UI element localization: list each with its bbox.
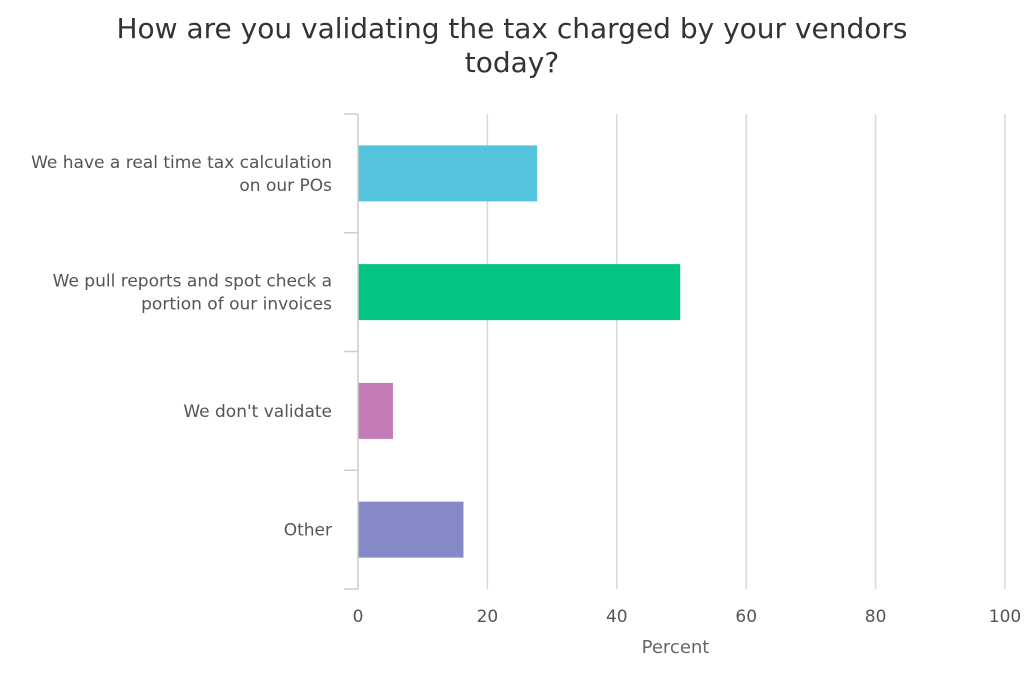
x-tick-label: 40 xyxy=(606,607,628,627)
x-tick-label: 60 xyxy=(735,607,757,627)
bar xyxy=(358,264,681,321)
category-label: We have a real time tax calculation xyxy=(31,153,332,173)
category-label: Other xyxy=(284,521,332,541)
bar xyxy=(358,145,538,202)
x-tick-label: 100 xyxy=(989,607,1021,627)
x-axis-title: Percent xyxy=(642,637,710,658)
bars xyxy=(358,145,681,558)
bar xyxy=(358,501,464,558)
x-tick-label: 0 xyxy=(353,607,364,627)
category-labels: We have a real time tax calculation on ou… xyxy=(31,153,332,541)
x-tick-label: 20 xyxy=(477,607,499,627)
bar xyxy=(358,382,393,439)
x-tick-label: 80 xyxy=(865,607,887,627)
gridlines xyxy=(486,114,1006,589)
category-label: We don't validate xyxy=(183,402,332,422)
category-label: portion of our invoices xyxy=(141,295,332,315)
chart-title: How are you validating the tax charged b… xyxy=(0,12,1024,80)
category-label: We pull reports and spot check a xyxy=(53,272,332,292)
x-tick-labels: 0 20 40 60 80 100 xyxy=(353,607,1022,627)
chart-title-line-2: today? xyxy=(464,46,560,79)
category-axis xyxy=(344,113,359,590)
category-label: on our POs xyxy=(239,176,332,196)
chart-title-line-1: How are you validating the tax charged b… xyxy=(116,12,908,45)
